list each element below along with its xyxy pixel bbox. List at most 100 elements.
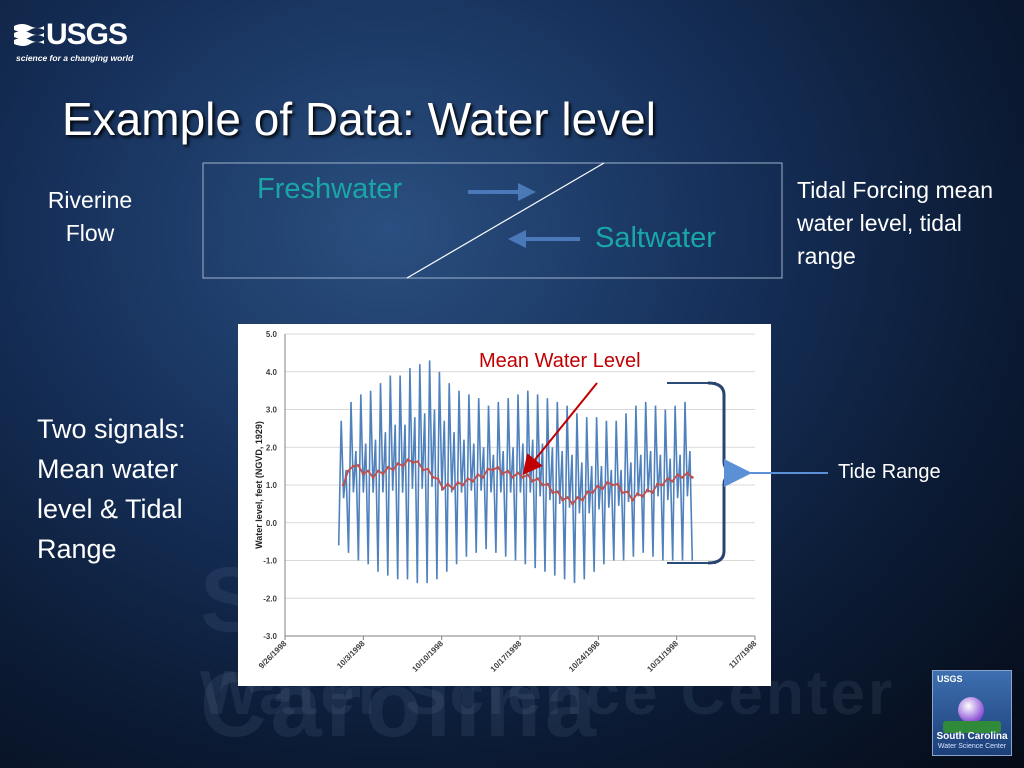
state-map-icon bbox=[943, 721, 1001, 733]
mean-series-point bbox=[621, 491, 624, 494]
mean-series-point bbox=[361, 472, 365, 476]
mean-series-point bbox=[406, 458, 410, 462]
x-tick-label: 10/31/1998 bbox=[645, 639, 680, 674]
mean-series-point bbox=[366, 469, 370, 473]
mean-series-point bbox=[516, 471, 520, 475]
mean-series-point bbox=[566, 496, 569, 499]
y-tick-label: -2.0 bbox=[263, 594, 277, 603]
mean-series-point bbox=[646, 488, 649, 492]
saltwater-arrow-icon bbox=[508, 230, 526, 248]
mean-series-point bbox=[446, 482, 450, 486]
mean-series-point bbox=[656, 482, 659, 486]
y-tick-label: -3.0 bbox=[263, 632, 277, 641]
y-tick-label: -1.0 bbox=[263, 557, 277, 566]
mean-series-point bbox=[536, 477, 540, 480]
mean-series-point bbox=[486, 467, 490, 471]
riverine-flow-label: Riverine Flow bbox=[47, 187, 133, 246]
mean-series-point bbox=[616, 482, 619, 486]
mean-series-point bbox=[611, 483, 614, 487]
mean-series-point bbox=[606, 481, 609, 484]
mean-series-point bbox=[541, 483, 545, 487]
y-tick-label: 4.0 bbox=[266, 368, 278, 377]
mean-series-point bbox=[685, 471, 689, 475]
mean-series-point bbox=[661, 483, 664, 487]
estuary-diagram-shapes bbox=[202, 162, 783, 279]
mean-series-point bbox=[441, 487, 445, 491]
slide-title: Example of Data: Water level bbox=[62, 93, 656, 145]
mean-series-point bbox=[586, 490, 589, 494]
mean-series-point bbox=[491, 468, 495, 472]
x-tick-label: 10/3/1998 bbox=[335, 639, 367, 671]
diagram-box bbox=[202, 162, 783, 279]
mean-series-point bbox=[676, 473, 679, 477]
mean-series-point bbox=[571, 502, 574, 506]
mean-series-point bbox=[501, 472, 505, 476]
mean-series-point bbox=[471, 479, 475, 483]
tidal-forcing-label: Tidal Forcing mean water level, tidal ra… bbox=[797, 177, 994, 269]
usgs-name: USGS bbox=[46, 18, 128, 51]
freshwater-label: Freshwater bbox=[257, 173, 403, 205]
mean-series-point bbox=[506, 469, 510, 473]
saltwater-label: Saltwater bbox=[595, 222, 716, 254]
mean-series-point bbox=[551, 491, 555, 494]
usgs-wave-icon bbox=[14, 24, 44, 46]
water-drop-icon bbox=[958, 697, 984, 723]
x-tick-label: 9/26/1998 bbox=[257, 639, 289, 671]
mean-series-point bbox=[351, 464, 355, 468]
water-level-chart-svg: 5.0 4.0 3.0 2.0 1.0 0.0 -1.0 -2.0 -3.09/26/1998 1… bbox=[254, 330, 759, 674]
salt-wedge-line bbox=[406, 162, 605, 279]
mean-series-point bbox=[466, 477, 470, 480]
mean-series-point bbox=[461, 483, 465, 487]
mean-series-point bbox=[576, 496, 579, 499]
mean-series-point bbox=[411, 461, 415, 464]
mean-series-point bbox=[396, 462, 400, 465]
mean-series-point bbox=[671, 479, 674, 483]
mean-series-point bbox=[666, 477, 669, 480]
y-axis-label: Water level, feet (NGVD, 1929) bbox=[254, 421, 264, 549]
mean-series-point bbox=[496, 465, 500, 469]
sc-logo-usgs: USGS bbox=[937, 674, 963, 684]
mean-series-point bbox=[556, 490, 560, 494]
mean-series-point bbox=[341, 483, 345, 487]
y-tick-label: 1.0 bbox=[266, 481, 278, 490]
mean-series-point bbox=[436, 477, 440, 480]
mean-series-point bbox=[636, 492, 639, 496]
y-tick-label: 5.0 bbox=[266, 330, 278, 339]
mean-series-point bbox=[371, 476, 375, 479]
mean-series-point bbox=[626, 490, 629, 494]
mean-series-point bbox=[451, 487, 455, 491]
tide-series-line bbox=[337, 360, 694, 584]
mean-series-point bbox=[511, 476, 515, 479]
mean-series-point bbox=[416, 460, 420, 463]
x-tick-label: 10/24/1998 bbox=[567, 639, 602, 674]
estuary-diagram: Freshwater Saltwater bbox=[202, 162, 784, 280]
mean-series-point bbox=[426, 467, 430, 471]
mean-series-point bbox=[401, 464, 405, 468]
y-tick-label: 3.0 bbox=[266, 406, 278, 415]
y-tick-label: 2.0 bbox=[266, 443, 278, 452]
tide-range-label: Tide Range bbox=[838, 461, 941, 483]
mean-series-point bbox=[641, 494, 644, 498]
sc-logo-line-2: Water Science Center bbox=[937, 743, 1007, 750]
mean-series-point bbox=[381, 472, 385, 476]
x-tick-label: 10/10/1998 bbox=[410, 639, 445, 674]
mean-series-point bbox=[690, 476, 694, 479]
mean-series-point bbox=[531, 479, 535, 483]
mean-series-point bbox=[391, 468, 395, 472]
water-level-chart: 5.0 4.0 3.0 2.0 1.0 0.0 -1.0 -2.0 -3.0 9/26/1998 1… bbox=[238, 324, 771, 686]
mean-series-point bbox=[631, 498, 634, 502]
mean-series-point bbox=[596, 484, 599, 488]
mean-series-point bbox=[386, 465, 390, 469]
mean-series-point bbox=[376, 469, 380, 473]
mean-series-point bbox=[546, 482, 550, 486]
freshwater-arrow-icon bbox=[518, 183, 536, 201]
sc-logo-line-1: South Carolina bbox=[936, 731, 1008, 742]
two-signals-text: Two signals: Mean water level & Tidal Ra… bbox=[37, 414, 186, 564]
mean-series-point bbox=[356, 464, 360, 467]
mean-series-point bbox=[476, 473, 480, 477]
mean-series-point bbox=[421, 468, 425, 472]
mean-series-point bbox=[456, 481, 460, 484]
mean-series-point bbox=[521, 476, 525, 479]
x-tick-label: 10/17/1998 bbox=[489, 639, 524, 674]
mean-series-point bbox=[561, 498, 565, 502]
